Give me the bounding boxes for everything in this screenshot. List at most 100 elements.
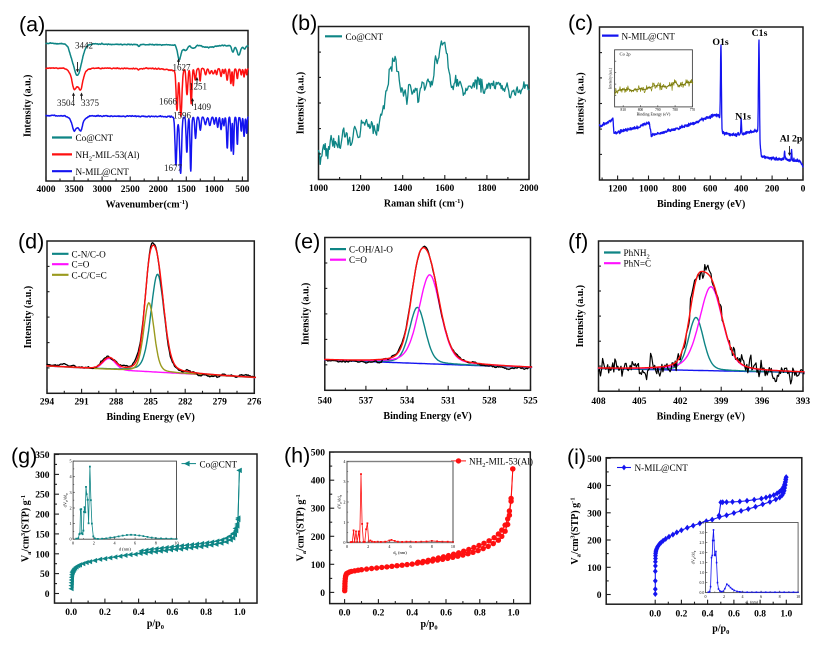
svg-text:400: 400 (734, 185, 749, 195)
svg-text:3.0: 3.0 (700, 531, 705, 535)
svg-text:1: 1 (70, 521, 72, 526)
svg-text:Intensity (a.u.): Intensity (a.u.) (575, 285, 586, 348)
svg-text:3.5: 3.5 (700, 521, 705, 525)
svg-text:1.5: 1.5 (700, 561, 705, 565)
svg-text:4: 4 (70, 474, 73, 479)
svg-text:dp (nm): dp (nm) (393, 550, 407, 556)
svg-text:5: 5 (70, 459, 72, 464)
svg-text:405: 405 (632, 397, 647, 407)
svg-text:0.0: 0.0 (649, 610, 661, 620)
svg-text:0.4: 0.4 (406, 609, 418, 619)
svg-text:396: 396 (755, 397, 770, 407)
svg-text:100: 100 (587, 564, 602, 574)
svg-text:(f): (f) (568, 230, 588, 254)
svg-text:2: 2 (343, 500, 345, 505)
svg-text:400: 400 (311, 477, 326, 487)
svg-text:NH2-MIL-53(Al): NH2-MIL-53(Al) (469, 457, 533, 470)
svg-text:279: 279 (213, 398, 228, 408)
svg-text:PhNH2: PhNH2 (624, 248, 650, 261)
svg-text:10: 10 (451, 544, 455, 549)
svg-text:250: 250 (35, 491, 50, 501)
svg-text:3000: 3000 (93, 185, 112, 195)
svg-text:(g): (g) (11, 444, 37, 468)
svg-text:6: 6 (134, 541, 136, 546)
svg-text:(d): (d) (18, 230, 44, 254)
svg-text:408: 408 (591, 397, 606, 407)
svg-text:C=O: C=O (72, 260, 90, 270)
svg-text:0.8: 0.8 (200, 608, 212, 618)
svg-text:Raman shift (cm-1): Raman shift (cm-1) (384, 198, 464, 210)
svg-text:(a): (a) (19, 13, 45, 37)
svg-text:3442: 3442 (75, 41, 93, 51)
svg-text:N-MIL@CNT: N-MIL@CNT (622, 31, 676, 41)
svg-text:0.6: 0.6 (440, 609, 452, 619)
svg-text:0: 0 (45, 590, 50, 600)
svg-text:0.2: 0.2 (372, 609, 384, 619)
svg-text:8: 8 (155, 541, 157, 546)
svg-text:800: 800 (672, 185, 687, 195)
svg-text:1200: 1200 (351, 184, 370, 194)
svg-text:6: 6 (760, 594, 762, 599)
svg-text:C=O: C=O (349, 255, 367, 265)
svg-text:528: 528 (482, 397, 497, 407)
svg-text:600: 600 (703, 185, 718, 195)
svg-text:Intensity (a.u.): Intensity (a.u.) (301, 283, 312, 346)
svg-text:540: 540 (318, 397, 333, 407)
svg-text:O1s: O1s (712, 37, 729, 48)
svg-text:2: 2 (367, 544, 369, 549)
svg-text:300: 300 (311, 505, 326, 515)
svg-text:Intensity (a.u.): Intensity (a.u.) (608, 67, 612, 89)
svg-text:1666: 1666 (159, 97, 178, 107)
svg-text:C-C/C=C: C-C/C=C (72, 270, 107, 280)
svg-text:1.0: 1.0 (700, 571, 705, 575)
svg-text:2000: 2000 (149, 185, 168, 195)
svg-text:2: 2 (723, 594, 725, 599)
svg-text:285: 285 (144, 398, 159, 408)
svg-text:294: 294 (40, 398, 55, 408)
svg-text:300: 300 (35, 471, 50, 481)
svg-text:Binding Energy (eV): Binding Energy (eV) (107, 412, 195, 423)
svg-text:1677: 1677 (164, 163, 183, 173)
svg-text:2: 2 (70, 506, 72, 511)
svg-text:1200: 1200 (608, 185, 627, 195)
svg-text:200: 200 (765, 185, 780, 195)
svg-text:1500: 1500 (177, 185, 196, 195)
svg-text:Co@CNT: Co@CNT (200, 459, 238, 469)
svg-text:1600: 1600 (435, 184, 454, 194)
svg-text:C-OH/Al-O: C-OH/Al-O (349, 245, 393, 255)
svg-text:1.0: 1.0 (234, 608, 246, 618)
svg-text:1000: 1000 (639, 185, 658, 195)
svg-text:1400: 1400 (393, 184, 412, 194)
svg-text:p/p0: p/p0 (147, 619, 164, 632)
svg-text:0: 0 (343, 540, 345, 545)
svg-text:3504: 3504 (57, 98, 76, 108)
svg-text:1800: 1800 (477, 184, 496, 194)
svg-text:3: 3 (343, 479, 345, 484)
svg-text:Va/cm3(STP) g-1: Va/cm3(STP) g-1 (20, 495, 33, 562)
svg-text:2: 2 (93, 541, 95, 546)
svg-text:3375: 3375 (81, 98, 100, 108)
svg-text:4: 4 (742, 594, 744, 599)
svg-text:1000: 1000 (309, 184, 328, 194)
svg-text:531: 531 (441, 397, 456, 407)
svg-text:534: 534 (400, 397, 415, 407)
svg-text:3: 3 (70, 490, 72, 495)
svg-text:2.0: 2.0 (700, 551, 705, 555)
svg-text:Co 2p: Co 2p (620, 52, 632, 57)
svg-text:Intensity (a.u.): Intensity (a.u.) (23, 286, 34, 349)
svg-text:8: 8 (779, 594, 781, 599)
svg-text:2500: 2500 (121, 185, 140, 195)
svg-text:1409: 1409 (193, 102, 212, 112)
svg-text:500: 500 (235, 185, 250, 195)
svg-text:d (nm): d (nm) (119, 547, 132, 552)
svg-text:0.4: 0.4 (133, 608, 145, 618)
svg-text:0: 0 (801, 185, 806, 195)
svg-text:Co@CNT: Co@CNT (346, 32, 384, 42)
svg-text:350: 350 (35, 451, 50, 461)
svg-text:Binding Energy (eV): Binding Energy (eV) (637, 111, 671, 116)
svg-text:0.6: 0.6 (728, 610, 740, 620)
svg-text:399: 399 (714, 397, 729, 407)
svg-text:N-MIL@CNT: N-MIL@CNT (76, 167, 130, 177)
svg-text:300: 300 (587, 509, 602, 519)
svg-text:10: 10 (174, 541, 178, 546)
